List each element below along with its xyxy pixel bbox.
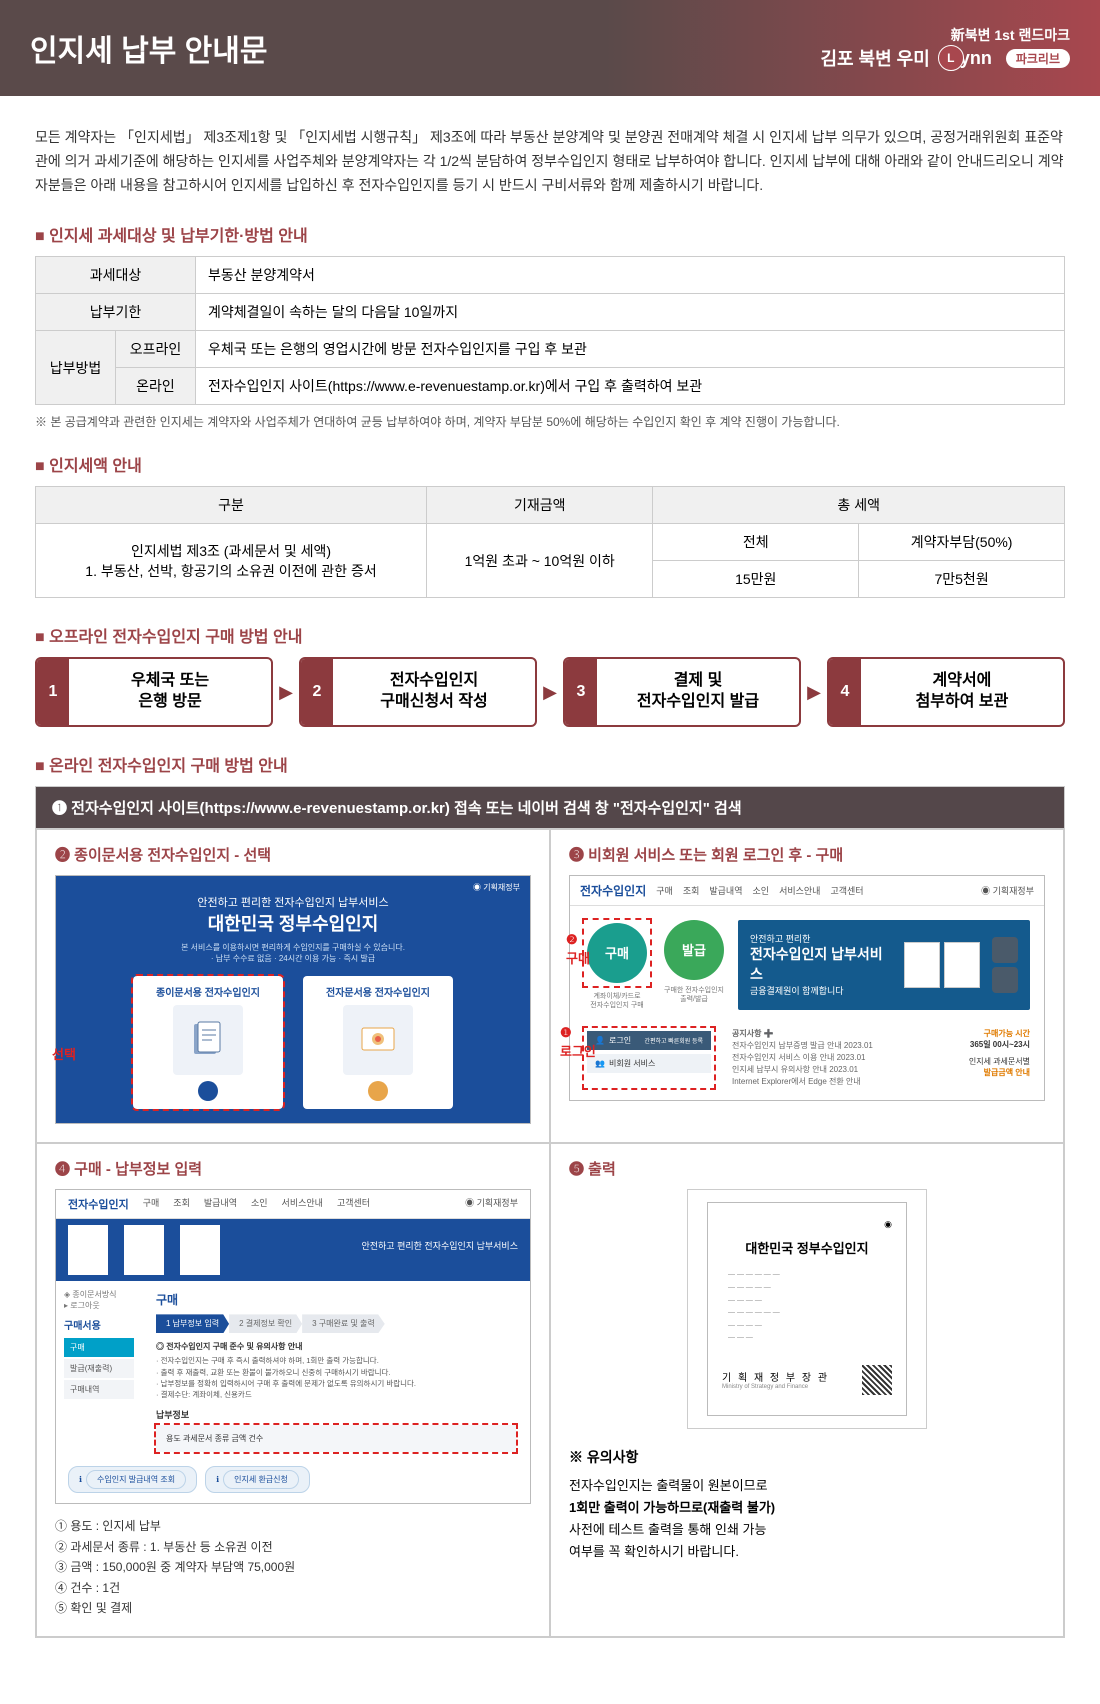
step3-head: ❸ 비회원 서비스 또는 회원 로그인 후 - 구매 (569, 844, 1045, 865)
caution-text: 전자수입인지는 출력물이 원본이므로 1회만 출력이 가능하므로(재출력 불가)… (569, 1475, 1045, 1563)
paper-doc-card: 종이문서용 전자수입인지 (133, 976, 283, 1109)
th-offline: 오프라인 (116, 331, 196, 368)
tax-target-table: 과세대상부동산 분양계약서 납부기한계약체결일이 속하는 달의 다음달 10일까… (35, 256, 1065, 405)
td-half-amount: 7만5천원 (859, 561, 1065, 598)
step2-head: ❷ 종이문서용 전자수입인지 - 선택 (55, 844, 531, 865)
td-full-amount: 15만원 (653, 561, 859, 598)
site-logo: 전자수입인지 (580, 882, 646, 899)
step4-screenshot: 전자수입인지 구매조회발급내역소인서비스안내고객센터 ◉ 기획재정부 안전하고 … (55, 1189, 531, 1504)
brand-subtitle: 新북변 1st 랜드마크 (820, 25, 1070, 45)
th-category: 구분 (36, 487, 427, 524)
intro-paragraph: 모든 계약자는 「인지세법」 제3조제1항 및 「인지세법 시행규칙」 제3조에… (35, 126, 1065, 197)
issue-circle: 발급 (664, 920, 724, 980)
edoc-card: 전자문서용 전자수입인지 (303, 976, 453, 1109)
th-amount: 기재금액 (427, 487, 653, 524)
step-3: 3결제 및 전자수입인지 발급 (563, 657, 801, 727)
step4-head: ❹ 구매 - 납부정보 입력 (55, 1158, 531, 1179)
td-target: 부동산 분양계약서 (196, 257, 1065, 294)
td-half-label: 계약자부담(50%) (859, 524, 1065, 561)
page-title: 인지세 납부 안내문 (30, 26, 267, 70)
certificate-mock: ◉ 대한민국 정부수입인지 ― ― ― ― ― ―― ― ― ― ―― ― ― … (707, 1202, 907, 1416)
step3-screenshot: ❷구매 ❶로그인 전자수입인지 구매조회발급내역소인서비스안내고객센터 ◉ 기획… (569, 875, 1045, 1101)
online-step4-cell: ❹ 구매 - 납부정보 입력 전자수입인지 구매조회발급내역소인서비스안내고객센… (36, 1143, 550, 1637)
tax-amount-table: 구분 기재금액 총 세액 인지세법 제3조 (과세문서 및 세액) 1. 부동산… (35, 486, 1065, 598)
lynn-logo: Lynn (938, 45, 992, 71)
park-badge: 파크리브 (1006, 49, 1070, 68)
td-full: 전체 (653, 524, 859, 561)
td-offline: 우체국 또는 은행의 영업시간에 방문 전자수입인지를 구입 후 보관 (196, 331, 1065, 368)
step-1: 1우체국 또는 은행 방문 (35, 657, 273, 727)
side-issue: 발급(재출력) (64, 1359, 134, 1378)
section3-heading: 오프라인 전자수입인지 구매 방법 안내 (35, 623, 1065, 647)
online-step3-cell: ❸ 비회원 서비스 또는 회원 로그인 후 - 구매 ❷구매 ❶로그인 전자수입… (550, 829, 1064, 1143)
lynn-logo-circle: L (938, 45, 964, 71)
section4-heading: 온라인 전자수입인지 구매 방법 안내 (35, 752, 1065, 776)
th-online: 온라인 (116, 368, 196, 405)
th-method: 납부방법 (36, 331, 116, 405)
online-step5-cell: ❺ 출력 ◉ 대한민국 정부수입인지 ― ― ― ― ― ―― ― ― ― ――… (550, 1143, 1064, 1637)
section1-note: ※ 본 공급계약과 관련한 인지세는 계약자와 사업주체가 연대하여 균등 납부… (35, 413, 1065, 430)
side-buy: 구매 (64, 1338, 134, 1357)
select-pointer: 선택 (52, 1044, 76, 1063)
offline-steps: 1우체국 또는 은행 방문 ▶ 2전자수입인지 구매신청서 작성 ▶ 3결제 및… (35, 657, 1065, 727)
brand-name: 김포 북변 우미 (820, 45, 929, 71)
step5-head: ❺ 출력 (569, 1158, 1045, 1179)
section1-heading: 인지세 과세대상 및 납부기한·방법 안내 (35, 222, 1065, 246)
arrow-icon: ▶ (537, 657, 563, 727)
online-step1-bar: ❶ 전자수입인지 사이트(https://www.e-revenuestamp.… (35, 786, 1065, 828)
page-header: 인지세 납부 안내문 新북변 1st 랜드마크 김포 북변 우미 Lynn 파크… (0, 0, 1100, 96)
buy-circle: 구매 (587, 923, 647, 983)
step-4: 4계약서에 첨부하여 보관 (827, 657, 1065, 727)
login-pointer: ❶로그인 (560, 1025, 596, 1060)
arrow-icon: ▶ (801, 657, 827, 727)
side-history: 구매내역 (64, 1380, 134, 1399)
section2-heading: 인지세액 안내 (35, 452, 1065, 476)
header-branding: 新북변 1st 랜드마크 김포 북변 우미 Lynn 파크리브 (820, 25, 1070, 71)
buy-pointer: ❷구매 (566, 932, 590, 967)
caution-heading: 유의사항 (569, 1447, 1045, 1467)
th-total: 총 세액 (653, 487, 1065, 524)
nonmember-btn: 👥 비회원 서비스 (587, 1054, 711, 1073)
step4-bullets: ① 용도 : 인지세 납부 ② 과세문서 종류 : 1. 부동산 등 소유권 이… (55, 1516, 531, 1618)
td-range: 1억원 초과 ~ 10억원 이하 (427, 524, 653, 598)
td-law: 인지세법 제3조 (과세문서 및 세액) 1. 부동산, 선박, 항공기의 소유… (36, 524, 427, 598)
th-deadline: 납부기한 (36, 294, 196, 331)
td-online: 전자수입인지 사이트(https://www.e-revenuestamp.or… (196, 368, 1065, 405)
td-deadline: 계약체결일이 속하는 달의 다음달 10일까지 (196, 294, 1065, 331)
refund-btn: ℹ 인지세 환급신청 (205, 1466, 310, 1493)
step-2: 2전자수입인지 구매신청서 작성 (299, 657, 537, 727)
qr-icon (862, 1365, 892, 1395)
step2-screenshot: ◉ 기획재정부 안전하고 편리한 전자수입인지 납부서비스 대한민국 정부수입인… (55, 875, 531, 1124)
login-btn: 👤 로그인 간편하고 빠른회원 등록 (587, 1031, 711, 1050)
th-target: 과세대상 (36, 257, 196, 294)
lookup-btn: ℹ 수입인지 발급내역 조회 (68, 1466, 197, 1493)
arrow-icon: ▶ (273, 657, 299, 727)
online-step2-cell: ❷ 종이문서용 전자수입인지 - 선택 ◉ 기획재정부 안전하고 편리한 전자수… (36, 829, 550, 1143)
payment-info-box: 용도 과세문서 종류 금액 건수 (156, 1425, 516, 1452)
